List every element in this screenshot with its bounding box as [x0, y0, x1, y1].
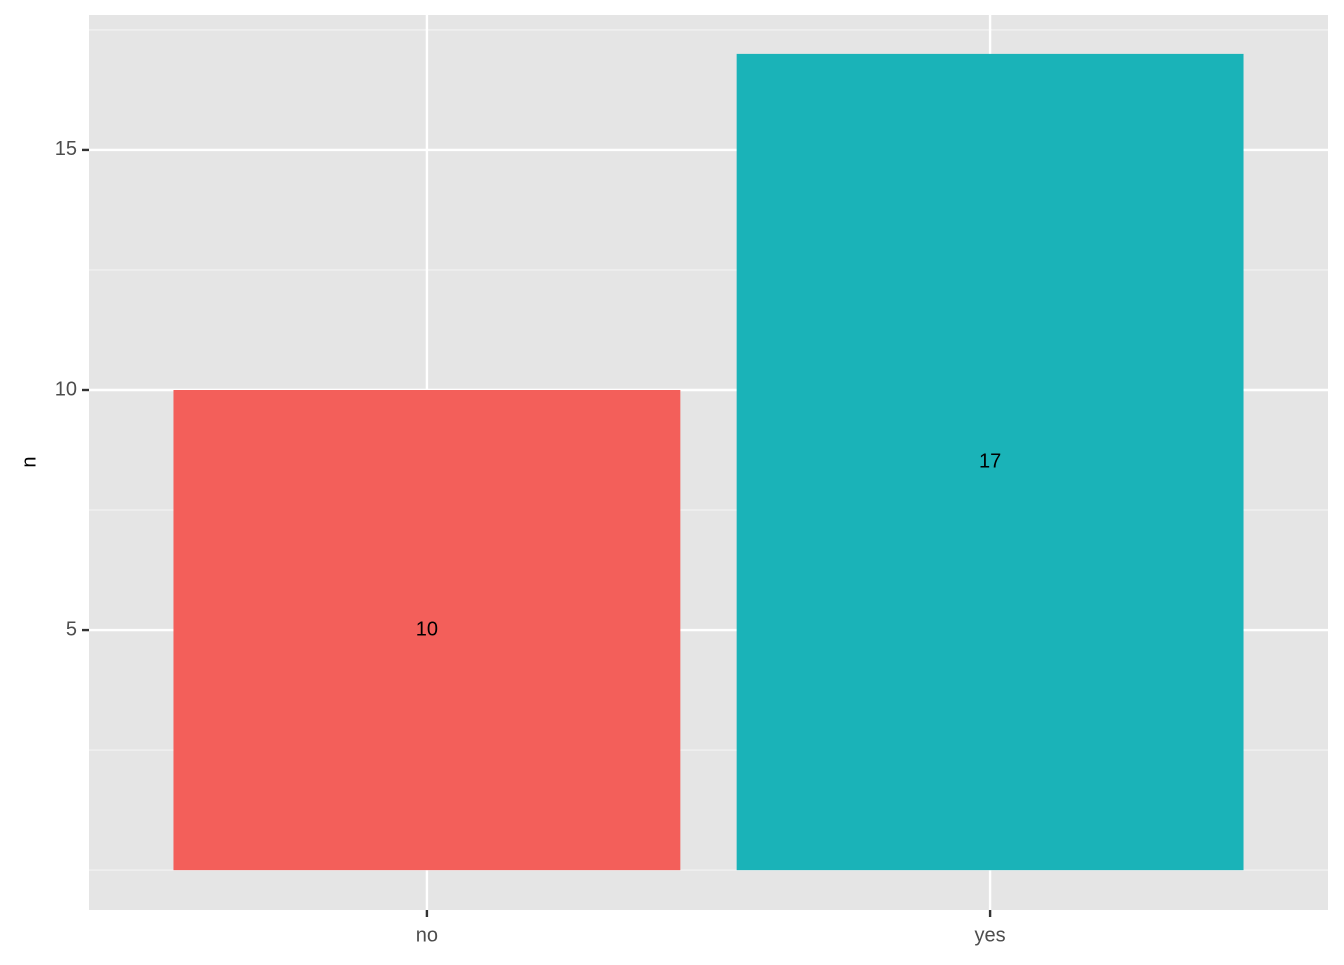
- data-label: 10: [416, 618, 438, 640]
- y-axis-title: n: [18, 456, 40, 467]
- y-tick-label: 15: [55, 138, 77, 160]
- y-tick-label: 10: [55, 378, 77, 400]
- y-tick-label: 5: [66, 618, 77, 640]
- bar: [173, 389, 681, 871]
- bar: [736, 53, 1244, 871]
- x-tick-label: yes: [975, 924, 1006, 946]
- x-tick-label: no: [416, 924, 438, 946]
- data-label: 17: [979, 450, 1001, 472]
